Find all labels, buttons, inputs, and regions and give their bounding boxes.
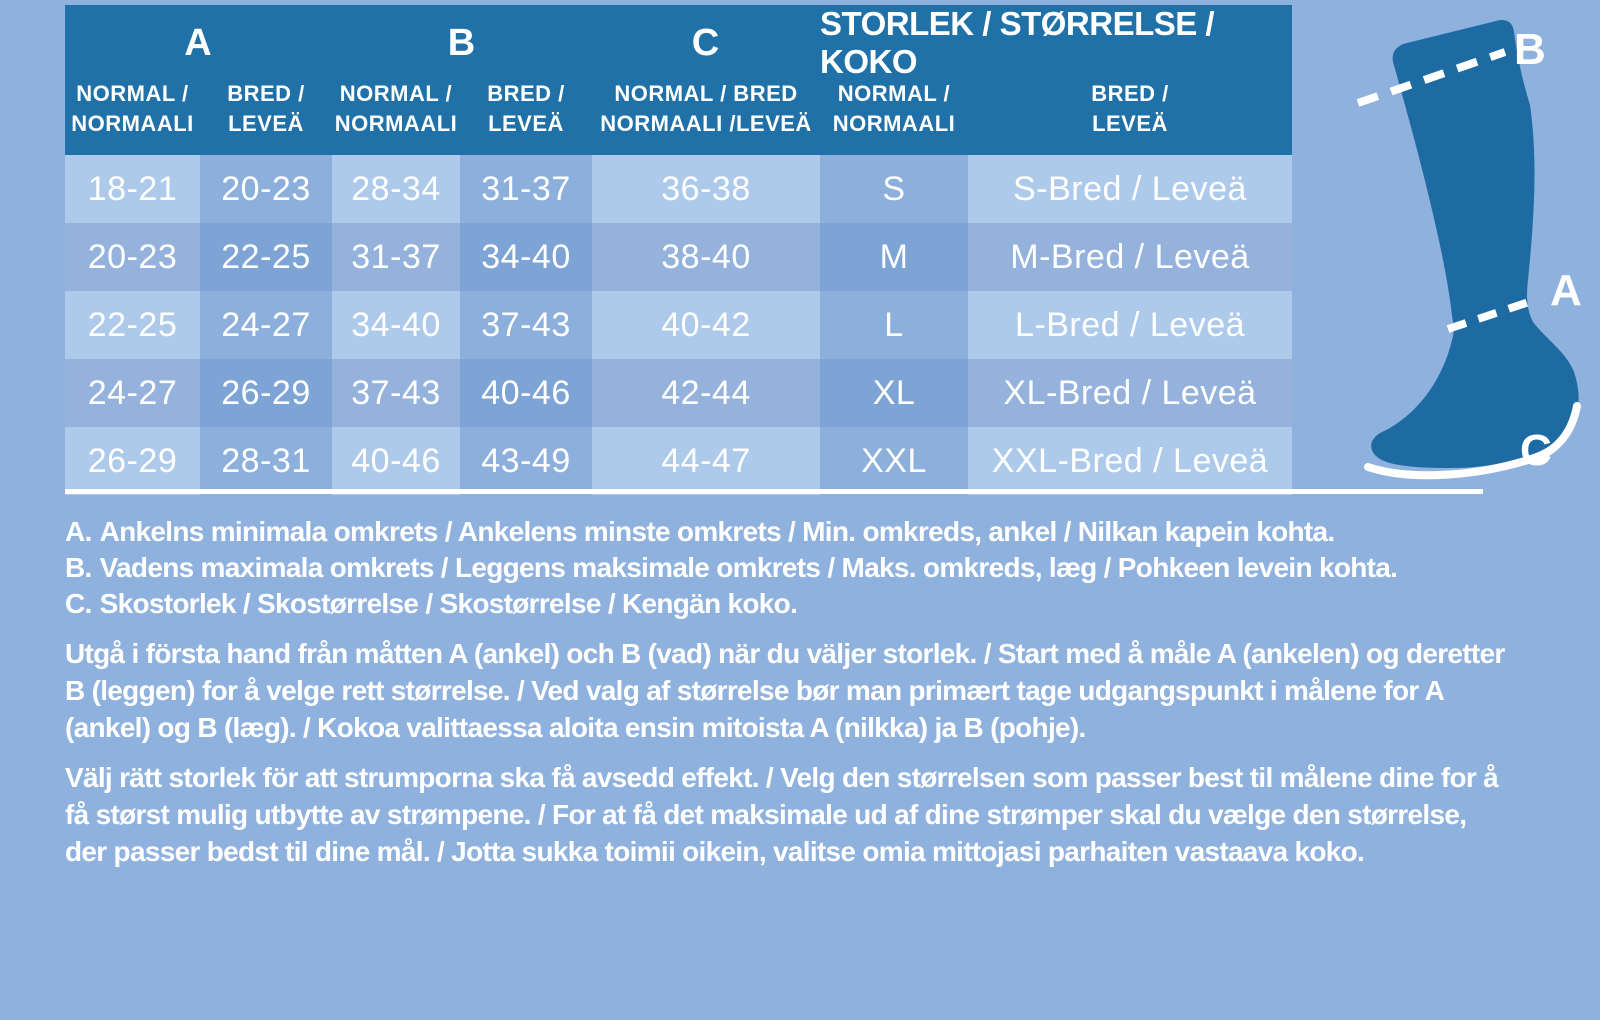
- cell-a-normal: 24-27: [65, 359, 200, 427]
- cell-b-normal: 31-37: [332, 223, 460, 291]
- cell-a-normal: 18-21: [65, 155, 200, 223]
- subheader-b-normal: NORMAL / NORMAALI: [334, 81, 458, 136]
- cell-shoe-size: 42-44: [592, 359, 820, 427]
- footnote-c-text: Skostorlek / Skostørrelse / Skostørrelse…: [99, 588, 798, 619]
- label-a: A: [1550, 266, 1582, 315]
- calf-measure-line-b: [1356, 48, 1507, 107]
- divider-line: [65, 489, 1483, 494]
- table-row: 18-21 20-23 28-34 31-37 36-38 S S-Bred /…: [65, 155, 1292, 223]
- table-body: 18-21 20-23 28-34 31-37 36-38 S S-Bred /…: [65, 155, 1292, 495]
- cell-a-normal: 26-29: [65, 427, 200, 495]
- cell-shoe-size: 36-38: [592, 155, 820, 223]
- table-header: A B C STORLEK / STØRRELSE / KOKO NORMAL …: [65, 5, 1292, 155]
- cell-size-normal: S: [820, 155, 968, 223]
- footnote-b-text: Vadens maximala omkrets / Leggens maksim…: [99, 552, 1398, 583]
- label-c: C: [1520, 426, 1552, 475]
- label-b: B: [1514, 25, 1546, 74]
- subheader-b-bred: BRED / LEVEÄ: [487, 81, 565, 136]
- table-row: 26-29 28-31 40-46 43-49 44-47 XXL XXL-Br…: [65, 427, 1292, 495]
- cell-b-normal: 40-46: [332, 427, 460, 495]
- subheader-size-bred: BRED / LEVEÄ: [1091, 81, 1169, 136]
- column-group-size: STORLEK / STØRRELSE / KOKO: [820, 5, 1215, 80]
- cell-size-bred: XXL-Bred / Leveä: [968, 427, 1292, 495]
- subheader-a-bred: BRED / LEVEÄ: [227, 81, 305, 136]
- cell-size-bred: M-Bred / Leveä: [968, 223, 1292, 291]
- footnote-a-prefix: A.: [65, 516, 92, 547]
- table-row: 20-23 22-25 31-37 34-40 38-40 M M-Bred /…: [65, 223, 1292, 291]
- subheader-a-normal: NORMAL / NORMAALI: [71, 81, 194, 136]
- footnote-b-prefix: B.: [65, 552, 92, 583]
- subheader-size-normal: NORMAL / NORMAALI: [832, 81, 956, 136]
- column-group-a: A: [184, 21, 213, 64]
- cell-a-normal: 22-25: [65, 291, 200, 359]
- cell-size-bred: L-Bred / Leveä: [968, 291, 1292, 359]
- column-group-c: C: [691, 21, 721, 64]
- cell-a-bred: 26-29: [200, 359, 332, 427]
- column-group-row: A B C STORLEK / STØRRELSE / KOKO: [65, 5, 1292, 80]
- legend-text-block: A. Ankelns minimala omkrets / Ankelens mi…: [65, 514, 1513, 870]
- cell-shoe-size: 38-40: [592, 223, 820, 291]
- cell-a-bred: 24-27: [200, 291, 332, 359]
- cell-size-normal: XXL: [820, 427, 968, 495]
- size-table: A B C STORLEK / STØRRELSE / KOKO NORMAL …: [65, 5, 1292, 495]
- cell-b-bred: 31-37: [460, 155, 592, 223]
- measuring-instructions-paragraph: Utgå i första hand från måtten A (ankel)…: [65, 638, 1505, 743]
- cell-a-bred: 20-23: [200, 155, 332, 223]
- cell-b-bred: 40-46: [460, 359, 592, 427]
- cell-size-normal: M: [820, 223, 968, 291]
- footnote-c: C. Skostorlek / Skostørrelse / Skostørrel…: [65, 586, 1513, 622]
- cell-shoe-size: 44-47: [592, 427, 820, 495]
- column-group-b: B: [447, 21, 477, 64]
- cell-b-bred: 34-40: [460, 223, 592, 291]
- foot-sole-line-c: [1364, 402, 1581, 480]
- subheader-row: NORMAL / NORMAALI BRED / LEVEÄ NORMAL / …: [65, 63, 1292, 155]
- cell-b-bred: 43-49: [460, 427, 592, 495]
- subheader-c: NORMAL / BRED NORMAALI /LEVEÄ: [600, 81, 812, 136]
- cell-a-bred: 22-25: [200, 223, 332, 291]
- cell-b-bred: 37-43: [460, 291, 592, 359]
- cell-size-bred: S-Bred / Leveä: [968, 155, 1292, 223]
- table-row: 24-27 26-29 37-43 40-46 42-44 XL XL-Bred…: [65, 359, 1292, 427]
- fit-advice-paragraph: Välj rätt storlek för att strumporna ska…: [65, 762, 1499, 867]
- sock-shape: [1371, 20, 1579, 469]
- sock-diagram: B A C: [1300, 0, 1600, 500]
- footnote-a: A. Ankelns minimala omkrets / Ankelens mi…: [65, 514, 1513, 550]
- footnote-b: B. Vadens maximala omkrets / Leggens maks…: [65, 550, 1513, 586]
- cell-a-normal: 20-23: [65, 223, 200, 291]
- cell-size-normal: XL: [820, 359, 968, 427]
- cell-size-normal: L: [820, 291, 968, 359]
- ankle-measure-line-a: [1446, 295, 1540, 333]
- footnote-a-text: Ankelns minimala omkrets / Ankelens mins…: [99, 516, 1336, 547]
- cell-b-normal: 34-40: [332, 291, 460, 359]
- cell-shoe-size: 40-42: [592, 291, 820, 359]
- cell-b-normal: 37-43: [332, 359, 460, 427]
- cell-a-bred: 28-31: [200, 427, 332, 495]
- cell-b-normal: 28-34: [332, 155, 460, 223]
- footnote-c-prefix: C.: [65, 588, 92, 619]
- cell-size-bred: XL-Bred / Leveä: [968, 359, 1292, 427]
- table-row: 22-25 24-27 34-40 37-43 40-42 L L-Bred /…: [65, 291, 1292, 359]
